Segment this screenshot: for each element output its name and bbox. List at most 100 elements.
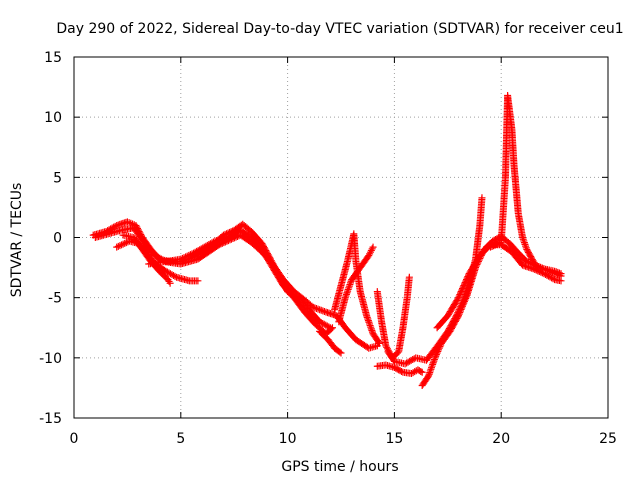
data-point-fill xyxy=(461,296,469,304)
data-point xyxy=(316,318,324,326)
y-tick-label: -5 xyxy=(48,291,62,307)
x-tick-label: 15 xyxy=(385,431,403,447)
data-point-fill xyxy=(522,244,530,252)
data-point xyxy=(454,294,462,302)
data-point-fill xyxy=(398,367,406,375)
data-point-fill xyxy=(366,250,374,258)
data-point-fill xyxy=(319,319,327,327)
x-tick-label: 10 xyxy=(279,431,297,447)
data-point-fill xyxy=(552,268,560,276)
data-point-fill xyxy=(221,238,229,246)
data-point-fill xyxy=(111,222,119,230)
data-point-fill xyxy=(320,320,328,328)
data-point-fill xyxy=(171,272,179,280)
data-point-fill xyxy=(320,308,328,316)
data-point-fill xyxy=(223,237,231,245)
data-point-fill xyxy=(461,279,469,287)
y-tick-label: 5 xyxy=(53,170,62,186)
data-point xyxy=(151,252,159,260)
data-point xyxy=(166,279,174,287)
data-point-fill xyxy=(435,344,443,352)
data-point-fill xyxy=(114,242,122,250)
data-point-fill xyxy=(490,242,498,250)
data-point-fill xyxy=(319,307,327,315)
data-point-fill xyxy=(107,225,115,233)
data-point-fill xyxy=(457,288,465,296)
data-point xyxy=(309,303,317,311)
data-point xyxy=(194,277,202,285)
data-point-fill xyxy=(488,242,496,250)
data-point-fill xyxy=(456,291,464,299)
data-marks xyxy=(89,92,565,390)
data-point xyxy=(337,349,345,357)
data-point-fill xyxy=(186,251,194,259)
data-point-fill xyxy=(462,276,470,284)
data-point-fill xyxy=(533,262,541,270)
y-tick-label: 15 xyxy=(44,50,62,66)
x-axis-label: GPS time / hours xyxy=(281,459,398,475)
data-point-fill xyxy=(217,240,225,248)
data-point-fill xyxy=(549,275,557,283)
data-point-fill xyxy=(125,219,133,227)
data-point-fill xyxy=(224,237,232,245)
data-point-fill xyxy=(368,245,376,253)
data-point-fill xyxy=(196,246,204,254)
data-point-fill xyxy=(188,250,196,258)
data-point-fill xyxy=(153,252,161,260)
data-point-fill xyxy=(460,280,468,288)
data-point-fill xyxy=(193,247,201,255)
data-point-fill xyxy=(538,264,546,272)
data-point-fill xyxy=(520,237,528,245)
data-point-fill xyxy=(203,241,211,249)
data-point-fill xyxy=(209,238,217,246)
data-point-fill xyxy=(314,305,322,313)
data-point-fill xyxy=(432,352,440,360)
data-point-fill xyxy=(169,271,177,279)
data-point-fill xyxy=(165,269,173,277)
data-point-fill xyxy=(462,293,470,301)
data-point-fill xyxy=(229,235,237,243)
data-point xyxy=(557,270,565,278)
data-point-fill xyxy=(118,241,126,249)
data-point-fill xyxy=(437,341,445,349)
data-point-fill xyxy=(456,289,464,297)
data-point-fill xyxy=(156,254,164,262)
data-point-fill xyxy=(554,268,562,276)
y-tick-label: -15 xyxy=(39,411,62,427)
data-point-fill xyxy=(456,309,464,317)
data-point-fill xyxy=(403,359,411,367)
data-point-fill xyxy=(316,306,324,314)
data-point-fill xyxy=(232,233,240,241)
data-point-fill xyxy=(323,322,331,330)
data-point-fill xyxy=(464,273,472,281)
data-point xyxy=(215,241,223,249)
data-point-fill xyxy=(202,242,210,250)
data-point-fill xyxy=(459,283,467,291)
data-point-fill xyxy=(116,242,124,250)
data-point-fill xyxy=(456,307,464,315)
data-point-fill xyxy=(522,242,530,250)
data-point-fill xyxy=(491,241,499,249)
data-point-fill xyxy=(537,263,545,271)
data-point xyxy=(487,243,495,251)
data-point-fill xyxy=(183,252,191,260)
data-point-fill xyxy=(367,246,375,254)
y-tick-label: 0 xyxy=(53,231,62,247)
data-point-fill xyxy=(493,240,501,248)
data-point-fill xyxy=(434,347,442,355)
data-point-fill xyxy=(462,277,470,285)
data-point-fill xyxy=(519,235,527,243)
data-point-fill xyxy=(532,266,540,274)
data-point-fill xyxy=(375,338,383,346)
data-point xyxy=(375,339,383,347)
data-point xyxy=(369,243,377,251)
data-point-fill xyxy=(407,356,415,364)
data-point-fill xyxy=(366,248,374,256)
data-point-fill xyxy=(231,234,239,242)
chart-title: Day 290 of 2022, Sidereal Day-to-day VTE… xyxy=(56,21,623,37)
data-point-fill xyxy=(463,274,471,282)
y-axis-label: SDTVAR / TECUs xyxy=(9,183,25,298)
data-point-fill xyxy=(424,373,432,381)
